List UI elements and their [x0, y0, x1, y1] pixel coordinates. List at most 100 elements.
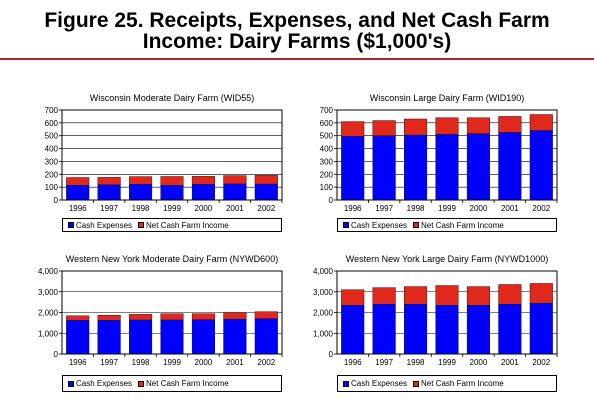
- x-tick-label: 2002: [257, 204, 275, 213]
- bar-net-cash-farm-income-2002: [254, 175, 278, 185]
- legend-swatch-net-income: [138, 222, 145, 228]
- bar-net-cash-farm-income-2002: [529, 283, 553, 304]
- bar-net-cash-farm-income-2000: [466, 117, 490, 134]
- legend-label-net-income: Net Cash Farm Income: [146, 379, 229, 388]
- legend-swatch-net-income: [138, 380, 145, 387]
- y-tick-label: 300: [320, 157, 334, 166]
- legend-swatch-expenses: [343, 222, 349, 228]
- x-tick-label: 2001: [501, 204, 519, 213]
- legend-label-expenses: Cash Expenses: [76, 379, 133, 388]
- bar-net-cash-farm-income-2001: [223, 312, 247, 320]
- y-tick-label: 400: [45, 145, 59, 154]
- y-tick-label: 700: [320, 106, 334, 115]
- legend-label-net-income: Net Cash Farm Income: [421, 220, 504, 230]
- legend-swatch-expenses: [68, 380, 74, 387]
- y-tick-label: 0: [54, 350, 59, 359]
- bar-net-cash-farm-income-1996: [341, 121, 365, 137]
- plot-frame: [61, 270, 283, 355]
- figure-title: Figure 25. Receipts, Expenses, and Net C…: [0, 10, 594, 52]
- x-tick-label: 1998: [407, 358, 425, 367]
- chart-title: Wisconsin Large Dairy Farm (WID190): [370, 93, 525, 103]
- y-tick-label: 200: [45, 170, 59, 179]
- bar-net-cash-farm-income-1999: [435, 285, 459, 306]
- bar-cash-expenses-2000: [191, 184, 215, 201]
- bar-net-cash-farm-income-2001: [223, 175, 247, 185]
- bar-cash-expenses-2001: [498, 132, 522, 201]
- y-tick-label: 200: [320, 170, 334, 179]
- bar-cash-expenses-1997: [372, 304, 396, 355]
- x-tick-label: 1998: [132, 358, 150, 367]
- y-tick-label: 400: [320, 145, 334, 154]
- bar-cash-expenses-1998: [404, 134, 428, 201]
- x-tick-label: 1997: [100, 358, 118, 367]
- y-tick-label: 100: [320, 183, 334, 192]
- bar-net-cash-farm-income-2001: [498, 116, 522, 133]
- bar-cash-expenses-2002: [529, 302, 553, 355]
- legend-2: Cash Expenses Net Cash Farm Income: [62, 375, 282, 392]
- bar-cash-expenses-1997: [372, 135, 396, 201]
- x-tick-label: 1998: [132, 204, 150, 213]
- chart-panel-ny-moderate: Western New York Moderate Dairy Farm (NY…: [30, 253, 290, 405]
- bar-cash-expenses-2000: [466, 133, 490, 201]
- x-tick-label: 2000: [470, 204, 488, 213]
- legend-label-expenses: Cash Expenses: [351, 220, 408, 230]
- bar-cash-expenses-1996: [66, 320, 90, 355]
- bar-net-cash-farm-income-1996: [341, 289, 365, 306]
- x-tick-label: 1997: [100, 204, 118, 213]
- legend-label-net-income: Net Cash Farm Income: [146, 220, 229, 230]
- y-tick-label: 2,000: [313, 309, 334, 318]
- bar-net-cash-farm-income-1996: [66, 315, 90, 321]
- bar-net-cash-farm-income-1997: [97, 314, 121, 321]
- y-tick-label: 3,000: [38, 288, 59, 297]
- bar-cash-expenses-1996: [66, 185, 90, 201]
- bar-cash-expenses-1996: [341, 305, 365, 355]
- bar-cash-expenses-1998: [129, 319, 153, 355]
- x-tick-label: 1996: [69, 358, 87, 367]
- legend-item-net-income: Net Cash Farm Income: [138, 221, 229, 230]
- bar-cash-expenses-1999: [435, 134, 459, 201]
- chart-title: Western New York Moderate Dairy Farm (NY…: [66, 254, 278, 264]
- legend-label-expenses: Cash Expenses: [351, 379, 408, 388]
- bar-cash-expenses-2001: [223, 318, 247, 355]
- bar-cash-expenses-2001: [498, 304, 522, 355]
- bar-cash-expenses-2002: [254, 183, 278, 201]
- legend-item-net-income: Net Cash Farm Income: [138, 379, 229, 388]
- x-tick-label: 2002: [257, 358, 275, 367]
- x-tick-label: 1996: [69, 204, 87, 213]
- bar-net-cash-farm-income-1998: [404, 286, 428, 305]
- x-tick-label: 2002: [532, 204, 550, 213]
- plot-frame: [336, 270, 558, 355]
- x-tick-label: 1997: [375, 204, 393, 213]
- x-tick-label: 1996: [344, 204, 362, 213]
- bar-cash-expenses-1997: [97, 320, 121, 355]
- x-tick-label: 2001: [226, 204, 244, 213]
- bar-cash-expenses-2002: [254, 318, 278, 355]
- legend-item-expenses: Cash Expenses: [68, 379, 132, 388]
- legend-swatch-net-income: [413, 380, 420, 387]
- bar-cash-expenses-1999: [160, 319, 184, 355]
- bar-net-cash-farm-income-2002: [254, 311, 278, 319]
- y-tick-label: 4,000: [313, 267, 334, 276]
- legend-label-expenses: Cash Expenses: [76, 220, 133, 230]
- bar-cash-expenses-1999: [160, 185, 184, 201]
- legend-swatch-net-income: [413, 222, 420, 228]
- bar-cash-expenses-1998: [404, 304, 428, 355]
- title-rule: [0, 58, 594, 60]
- y-tick-label: 500: [320, 132, 334, 141]
- y-tick-label: 1,000: [313, 329, 334, 338]
- legend-0: Cash Expenses Net Cash Farm Income: [62, 218, 282, 232]
- figure-title-line1: Figure 25. Receipts, Expenses, and Net C…: [44, 9, 550, 32]
- legend-item-net-income: Net Cash Farm Income: [413, 379, 504, 388]
- chart-svg-3: Western New York Large Dairy Farm (NYWD1…: [313, 254, 558, 367]
- figure-title-line2: Income: Dairy Farms ($1,000's): [142, 30, 452, 53]
- chart-svg-1: Wisconsin Large Dairy Farm (WID190) 0 100 2…: [320, 93, 558, 213]
- chart-svg-2: Western New York Moderate Dairy Farm (NY…: [38, 254, 283, 367]
- legend-item-expenses: Cash Expenses: [68, 221, 132, 230]
- bar-net-cash-farm-income-1999: [435, 117, 459, 135]
- bar-net-cash-farm-income-2000: [466, 286, 490, 306]
- bar-net-cash-farm-income-1997: [97, 177, 121, 186]
- x-tick-label: 1999: [438, 204, 456, 213]
- chart-title: Western New York Large Dairy Farm (NYWD1…: [346, 254, 548, 264]
- legend-label-net-income: Net Cash Farm Income: [421, 379, 504, 388]
- x-tick-label: 2000: [195, 204, 213, 213]
